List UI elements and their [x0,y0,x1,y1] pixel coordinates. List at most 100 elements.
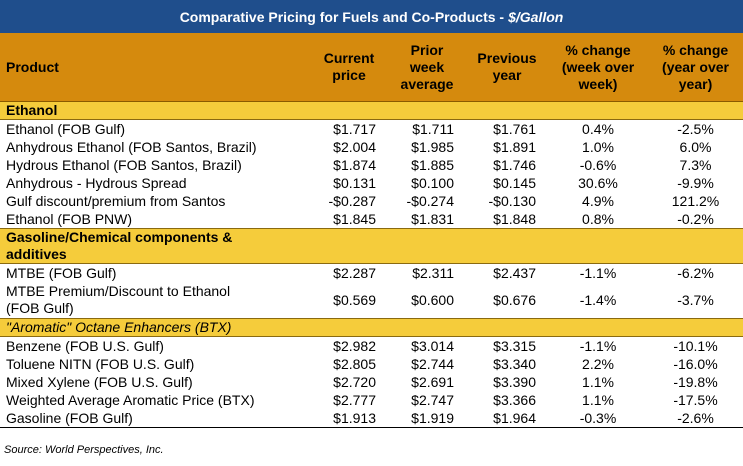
table-row: Mixed Xylene (FOB U.S. Gulf) $2.720 $2.691… [0,373,743,391]
pct-change-week: 2.2% [548,355,648,373]
pct-change-week: -1.1% [548,263,648,282]
table-title-main: Comparative Pricing for Fuels and Co-Pro… [179,8,505,25]
product-name: Benzene (FOB U.S. Gulf) [0,336,310,355]
pct-change-year: -6.2% [648,263,743,282]
prior-week-average: $2.747 [388,391,466,409]
pct-change-year: -2.5% [648,119,743,138]
previous-year: $1.964 [466,409,548,428]
pct-change-year: -16.0% [648,355,743,373]
prior-week-average: $2.691 [388,373,466,391]
pct-change-year: -2.6% [648,409,743,428]
header-pct-change-week: % change (week over week) [548,33,648,102]
product-name: MTBE Premium/Discount to Ethanol (FOB Gu… [0,282,310,319]
previous-year: $3.366 [466,391,548,409]
table-row: Ethanol (FOB Gulf) $1.717 $1.711 $1.761 0.4%… [0,119,743,138]
prior-week-average: -$0.274 [388,192,466,210]
section-label: "Aromatic" Octane Enhancers (BTX) [0,318,743,337]
pct-change-year: 7.3% [648,156,743,174]
table-header-row: Product Current price Prior week average… [0,33,743,102]
product-name: Ethanol (FOB Gulf) [0,119,310,138]
table-row: Ethanol (FOB PNW) $1.845 $1.831 $1.848 0.8% -… [0,210,743,229]
product-name: MTBE (FOB Gulf) [0,263,310,282]
pct-change-year: 6.0% [648,138,743,156]
previous-year: $0.676 [466,282,548,319]
product-name: Hydrous Ethanol (FOB Santos, Brazil) [0,156,310,174]
previous-year: $1.891 [466,138,548,156]
current-price: $0.131 [310,174,388,192]
current-price: $2.287 [310,263,388,282]
table-row: Gasoline (FOB Gulf) $1.913 $1.919 $1.964 -0.… [0,409,743,428]
current-price: $1.717 [310,119,388,138]
previous-year: $0.145 [466,174,548,192]
pct-change-week: 30.6% [548,174,648,192]
table-row: Benzene (FOB U.S. Gulf) $2.982 $3.014 $3.31… [0,336,743,355]
previous-year: $1.746 [466,156,548,174]
previous-year: $3.390 [466,373,548,391]
section-header-row: Gasoline/Chemical components & additives [0,228,743,264]
previous-year: $2.437 [466,263,548,282]
prior-week-average: $1.831 [388,210,466,229]
table-row: Gulf discount/premium from Santos -$0.287… [0,192,743,210]
table-row: Anhydrous - Hydrous Spread $0.131 $0.100 $0… [0,174,743,192]
table-row: MTBE Premium/Discount to Ethanol (FOB Gu… [0,282,743,319]
current-price: $2.777 [310,391,388,409]
section-header-row: "Aromatic" Octane Enhancers (BTX) [0,318,743,337]
header-pct-change-year: % change (year over year) [648,33,743,102]
product-name: Anhydrous - Hydrous Spread [0,174,310,192]
current-price: -$0.287 [310,192,388,210]
current-price: $2.805 [310,355,388,373]
table-row: Anhydrous Ethanol (FOB Santos, Brazil) $2… [0,138,743,156]
header-previous-year: Previous year [466,33,548,102]
product-name: Ethanol (FOB PNW) [0,210,310,229]
current-price: $2.720 [310,373,388,391]
table-row: Weighted Average Aromatic Price (BTX) $2.… [0,391,743,409]
table-row: Toluene NITN (FOB U.S. Gulf) $2.805 $2.744… [0,355,743,373]
prior-week-average: $2.311 [388,263,466,282]
source-note: Source: World Perspectives, Inc. [4,444,164,456]
table-row: Hydrous Ethanol (FOB Santos, Brazil) $1.8… [0,156,743,174]
section-label: Ethanol [0,101,743,120]
pct-change-year: -10.1% [648,336,743,355]
pct-change-year: -9.9% [648,174,743,192]
header-current-price: Current price [310,33,388,102]
prior-week-average: $3.014 [388,336,466,355]
pct-change-week: -0.6% [548,156,648,174]
prior-week-average: $1.885 [388,156,466,174]
prior-week-average: $0.100 [388,174,466,192]
pct-change-week: 1.0% [548,138,648,156]
pct-change-year: -0.2% [648,210,743,229]
current-price: $0.569 [310,282,388,319]
prior-week-average: $0.600 [388,282,466,319]
pct-change-week: -0.3% [548,409,648,428]
prior-week-average: $1.919 [388,409,466,428]
header-product: Product [0,33,310,102]
current-price: $2.982 [310,336,388,355]
product-name: Gulf discount/premium from Santos [0,192,310,210]
pct-change-week: 1.1% [548,391,648,409]
prior-week-average: $1.985 [388,138,466,156]
pct-change-year: 121.2% [648,192,743,210]
table-row: MTBE (FOB Gulf) $2.287 $2.311 $2.437 -1.1% -6… [0,263,743,282]
product-name: Gasoline (FOB Gulf) [0,409,310,428]
product-name: Toluene NITN (FOB U.S. Gulf) [0,355,310,373]
pricing-table: Product Current price Prior week average… [0,33,743,428]
current-price: $2.004 [310,138,388,156]
pct-change-year: -3.7% [648,282,743,319]
pct-change-week: 0.8% [548,210,648,229]
product-name: Weighted Average Aromatic Price (BTX) [0,391,310,409]
pct-change-week: 4.9% [548,192,648,210]
pct-change-year: -17.5% [648,391,743,409]
section-label: Gasoline/Chemical components & additives [0,228,743,264]
pct-change-year: -19.8% [648,373,743,391]
table-title-unit: $/Gallon [508,8,564,25]
pct-change-week: -1.4% [548,282,648,319]
header-prior-week-average: Prior week average [388,33,466,102]
current-price: $1.874 [310,156,388,174]
pct-change-week: 1.1% [548,373,648,391]
table-body: Ethanol Ethanol (FOB Gulf) $1.717 $1.711 $1.… [0,101,743,428]
current-price: $1.913 [310,409,388,428]
previous-year: $1.848 [466,210,548,229]
table-title: Comparative Pricing for Fuels and Co-Pro… [0,0,743,33]
pct-change-week: 0.4% [548,119,648,138]
